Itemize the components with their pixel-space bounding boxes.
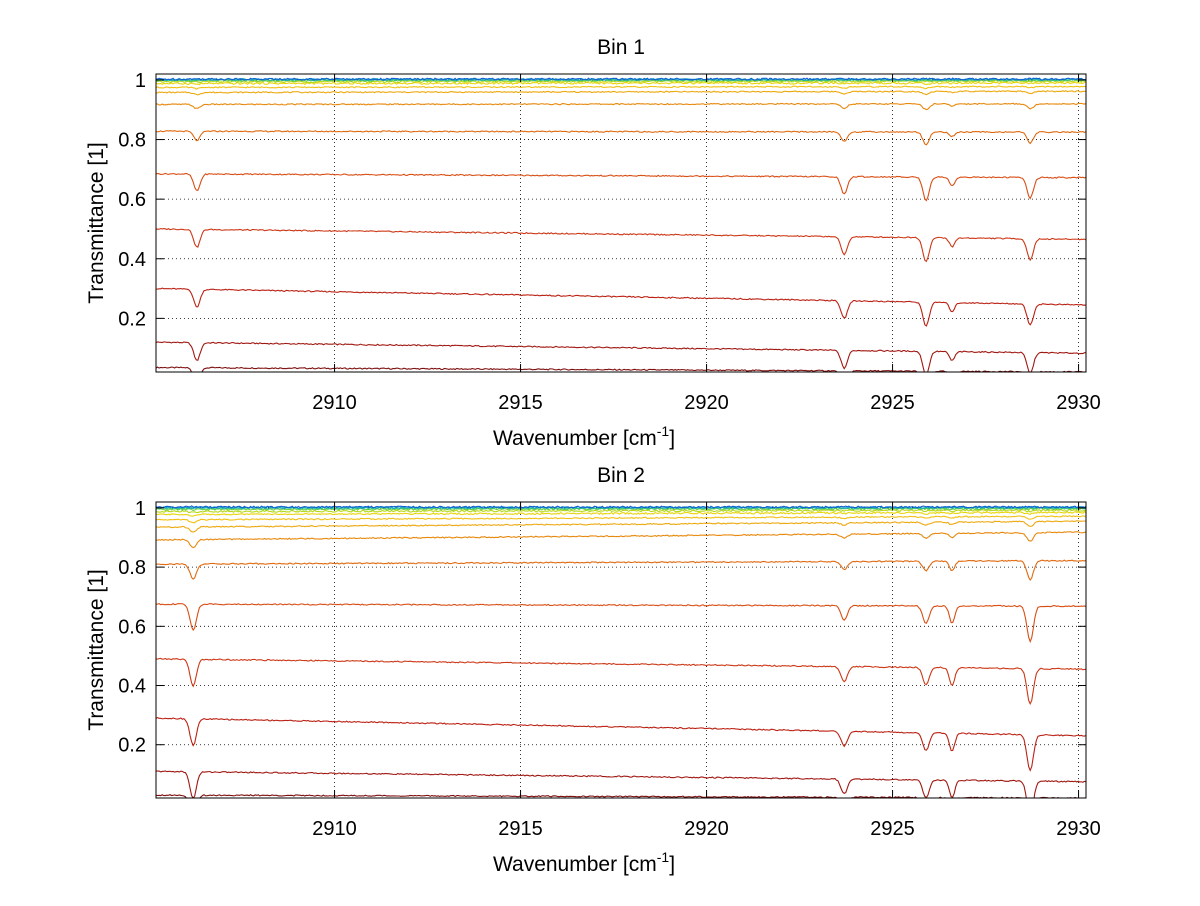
series-line (156, 78, 1086, 82)
axes-box (155, 73, 1087, 373)
y-axis-label: Transmittance [1] (85, 142, 108, 303)
y-tick-label: 0.2 (118, 735, 146, 757)
y-tick-label: 0.6 (118, 189, 146, 211)
series-line (156, 770, 1086, 798)
series-line (156, 794, 1086, 798)
plot-area (156, 74, 1086, 372)
series-line (156, 366, 1086, 372)
x-axis-label-end: ] (669, 427, 675, 450)
x-tick-label: 2930 (1056, 818, 1101, 840)
y-tick-label: 1 (135, 498, 146, 520)
x-tick-label: 2910 (312, 392, 357, 414)
series-line (156, 717, 1086, 772)
x-tick-label: 2920 (684, 392, 729, 414)
series-line (156, 510, 1086, 517)
y-tick-label: 1 (135, 70, 146, 92)
x-tick-label: 2930 (1056, 392, 1101, 414)
x-axis-label-sup: -1 (657, 849, 670, 865)
series-line (156, 172, 1086, 202)
x-axis-label: Wavenumber [cm-1] (493, 423, 675, 450)
chart-title: Bin 2 (597, 464, 645, 487)
panel-1: 2910 2915 2920 2925 2930 0.2 0.4 0.6 0.8 1 Bin 1 Wa… (85, 36, 1101, 450)
chart-title: Bin 1 (597, 36, 645, 59)
series-line (156, 657, 1086, 706)
x-axis-label-end: ] (669, 853, 675, 876)
y-tick-label: 0.4 (118, 249, 146, 271)
x-tick-label: 2915 (498, 392, 543, 414)
series-line (156, 130, 1086, 146)
series-line (156, 102, 1086, 111)
x-tick-label: 2925 (870, 818, 915, 840)
series-group (156, 505, 1086, 798)
series-line (156, 287, 1086, 327)
series-line (156, 90, 1086, 96)
y-tick-label: 0.2 (118, 308, 146, 330)
panel-2: 2910 2915 2920 2925 2930 0.2 0.4 0.6 0.8 1 Bin 2 Wa… (85, 464, 1101, 876)
x-axis-label-main: Wavenumber [cm (493, 427, 657, 450)
series-line (156, 505, 1086, 509)
series-line (156, 508, 1086, 514)
series-line (156, 341, 1086, 372)
series-line (156, 559, 1086, 582)
x-axis-label: Wavenumber [cm-1] (493, 849, 675, 876)
series-line (156, 520, 1086, 533)
y-tick-label: 0.8 (118, 557, 146, 579)
axes-box (155, 501, 1087, 799)
plot-area (156, 502, 1086, 798)
x-tick-label: 2925 (870, 392, 915, 414)
x-tick-label: 2910 (312, 818, 357, 840)
series-line (156, 602, 1086, 644)
series-line (156, 531, 1086, 549)
x-axis-label-main: Wavenumber [cm (493, 853, 657, 876)
x-tick-label: 2915 (498, 818, 543, 840)
y-axis-label: Transmittance [1] (85, 569, 108, 730)
x-tick-label: 2920 (684, 818, 729, 840)
series-line (156, 85, 1086, 90)
series-group (156, 77, 1086, 372)
series-line (156, 515, 1086, 524)
y-tick-label: 0.6 (118, 616, 146, 638)
y-tick-label: 0.8 (118, 130, 146, 152)
x-axis-label-sup: -1 (657, 423, 670, 439)
y-tick-label: 0.4 (118, 676, 146, 698)
series-line (156, 77, 1086, 81)
series-line (156, 227, 1086, 263)
